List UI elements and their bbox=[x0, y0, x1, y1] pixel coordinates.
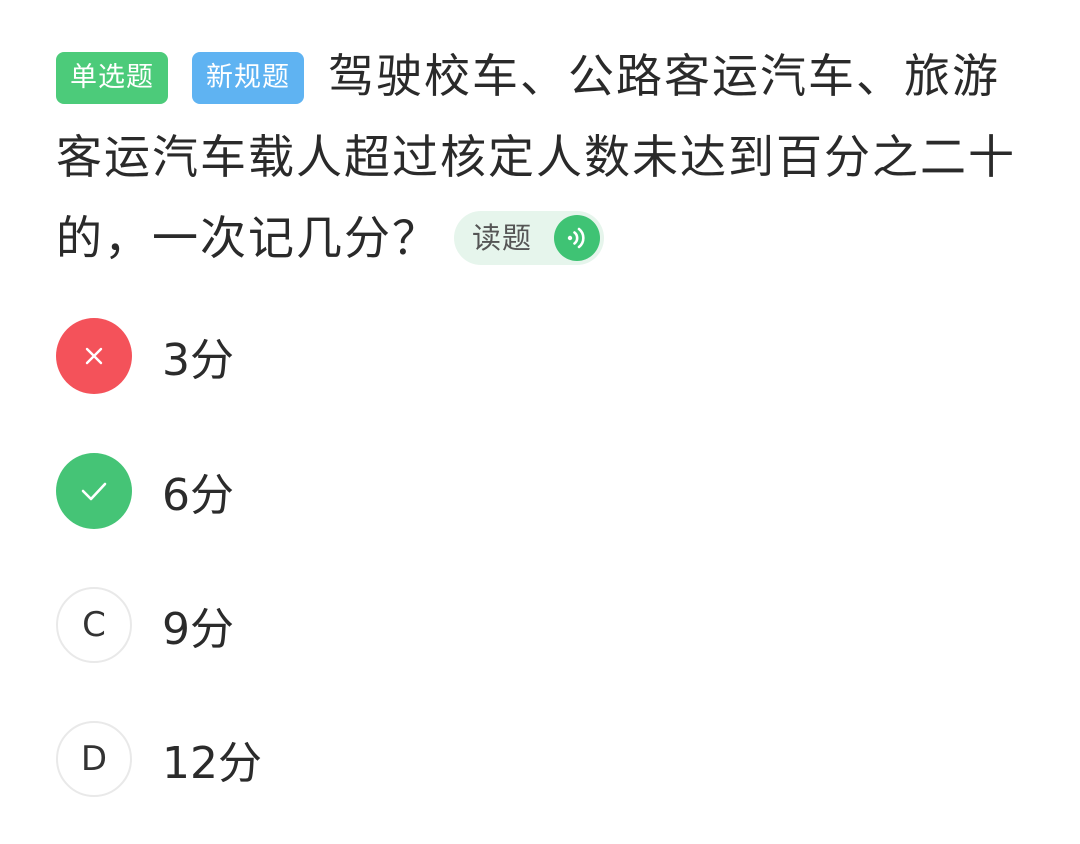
option-c-marker: C bbox=[56, 587, 132, 663]
question-text: 驾驶校车、公路客运汽车、旅游客运汽车载人超过核定人数未达到百分之二十的，一次记几… bbox=[56, 49, 1016, 265]
single-choice-tag: 单选题 bbox=[56, 52, 168, 104]
new-rule-tag: 新规题 bbox=[192, 52, 304, 104]
option-d[interactable]: D 12分 bbox=[56, 720, 556, 798]
question-block: 单选题 新规题 驾驶校车、公路客运汽车、旅游客运汽车载人超过核定人数未达到百分之二十… bbox=[56, 36, 1016, 279]
option-a[interactable]: 3分 bbox=[56, 317, 556, 395]
read-question-button[interactable]: 读题 bbox=[454, 211, 604, 265]
option-d-marker: D bbox=[56, 721, 132, 797]
option-c-text: 9分 bbox=[162, 604, 234, 655]
correct-answer-marker bbox=[56, 453, 132, 529]
option-a-text: 3分 bbox=[162, 335, 234, 386]
option-d-letter: D bbox=[80, 739, 108, 779]
option-c-letter: C bbox=[82, 605, 106, 645]
read-question-label: 读题 bbox=[472, 221, 533, 255]
option-b-text: 6分 bbox=[162, 470, 234, 521]
option-b[interactable]: 6分 bbox=[56, 452, 556, 530]
check-icon bbox=[81, 482, 107, 501]
option-d-text: 12分 bbox=[162, 738, 262, 789]
wrong-answer-marker bbox=[56, 318, 132, 394]
option-c[interactable]: C 9分 bbox=[56, 586, 556, 664]
close-icon bbox=[85, 347, 103, 365]
speaker-icon bbox=[554, 215, 600, 261]
